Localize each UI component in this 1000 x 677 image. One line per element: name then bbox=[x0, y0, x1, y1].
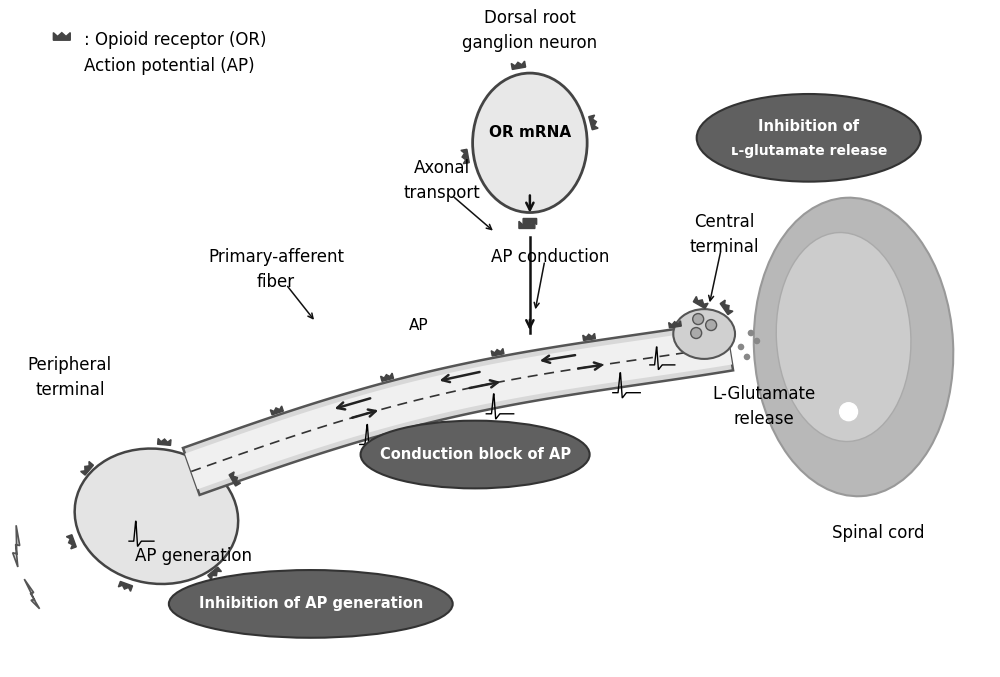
Text: release: release bbox=[734, 410, 794, 428]
Ellipse shape bbox=[169, 570, 453, 638]
Polygon shape bbox=[81, 462, 93, 475]
Polygon shape bbox=[13, 525, 20, 567]
Text: L-Glutamate: L-Glutamate bbox=[712, 385, 816, 403]
Ellipse shape bbox=[754, 198, 953, 496]
Circle shape bbox=[840, 403, 858, 420]
Text: Conduction block of AP: Conduction block of AP bbox=[380, 447, 571, 462]
Circle shape bbox=[738, 344, 744, 350]
Text: transport: transport bbox=[404, 183, 481, 202]
Circle shape bbox=[691, 328, 702, 338]
Circle shape bbox=[754, 338, 760, 345]
Polygon shape bbox=[720, 300, 733, 315]
Text: Inhibition of: Inhibition of bbox=[758, 119, 859, 134]
Text: fiber: fiber bbox=[257, 274, 295, 291]
Polygon shape bbox=[118, 582, 133, 591]
Text: Peripheral: Peripheral bbox=[28, 356, 112, 374]
Ellipse shape bbox=[673, 309, 735, 359]
Text: Inhibition of AP generation: Inhibition of AP generation bbox=[199, 596, 423, 611]
Text: Dorsal root: Dorsal root bbox=[484, 9, 576, 27]
Text: ʟ-glutamate release: ʟ-glutamate release bbox=[731, 144, 887, 158]
Polygon shape bbox=[583, 333, 595, 341]
Ellipse shape bbox=[473, 73, 587, 213]
Circle shape bbox=[748, 330, 754, 336]
Ellipse shape bbox=[776, 232, 911, 441]
Polygon shape bbox=[229, 472, 241, 486]
Polygon shape bbox=[511, 61, 526, 70]
Ellipse shape bbox=[75, 449, 238, 584]
Polygon shape bbox=[53, 32, 70, 40]
Ellipse shape bbox=[361, 420, 590, 488]
Polygon shape bbox=[491, 349, 504, 356]
Polygon shape bbox=[381, 373, 394, 381]
Polygon shape bbox=[519, 221, 535, 228]
Polygon shape bbox=[589, 115, 598, 130]
Text: Axonal: Axonal bbox=[414, 158, 470, 177]
Polygon shape bbox=[185, 327, 732, 489]
Circle shape bbox=[693, 313, 704, 324]
Text: Spinal cord: Spinal cord bbox=[832, 524, 925, 542]
Ellipse shape bbox=[697, 94, 921, 181]
Text: terminal: terminal bbox=[35, 380, 105, 399]
Polygon shape bbox=[208, 567, 221, 580]
Polygon shape bbox=[461, 150, 469, 164]
Polygon shape bbox=[24, 579, 40, 609]
Polygon shape bbox=[183, 321, 733, 495]
Text: AP conduction: AP conduction bbox=[491, 248, 609, 266]
Text: AP generation: AP generation bbox=[135, 547, 252, 565]
Polygon shape bbox=[270, 406, 283, 415]
Circle shape bbox=[744, 353, 750, 360]
Text: : Opioid receptor (OR): : Opioid receptor (OR) bbox=[84, 31, 266, 49]
Text: ganglion neuron: ganglion neuron bbox=[462, 35, 597, 52]
Polygon shape bbox=[693, 297, 708, 309]
Polygon shape bbox=[669, 321, 681, 328]
Text: AP: AP bbox=[409, 318, 428, 332]
Circle shape bbox=[706, 320, 717, 330]
Text: terminal: terminal bbox=[689, 238, 759, 257]
Text: Primary-afferent: Primary-afferent bbox=[208, 248, 344, 266]
Text: Central: Central bbox=[694, 213, 754, 232]
Text: Action potential (AP): Action potential (AP) bbox=[84, 57, 254, 75]
Polygon shape bbox=[0, 563, 1, 599]
Polygon shape bbox=[158, 439, 171, 445]
Text: OR mRNA: OR mRNA bbox=[489, 125, 571, 140]
Polygon shape bbox=[66, 535, 76, 549]
Polygon shape bbox=[523, 219, 537, 225]
